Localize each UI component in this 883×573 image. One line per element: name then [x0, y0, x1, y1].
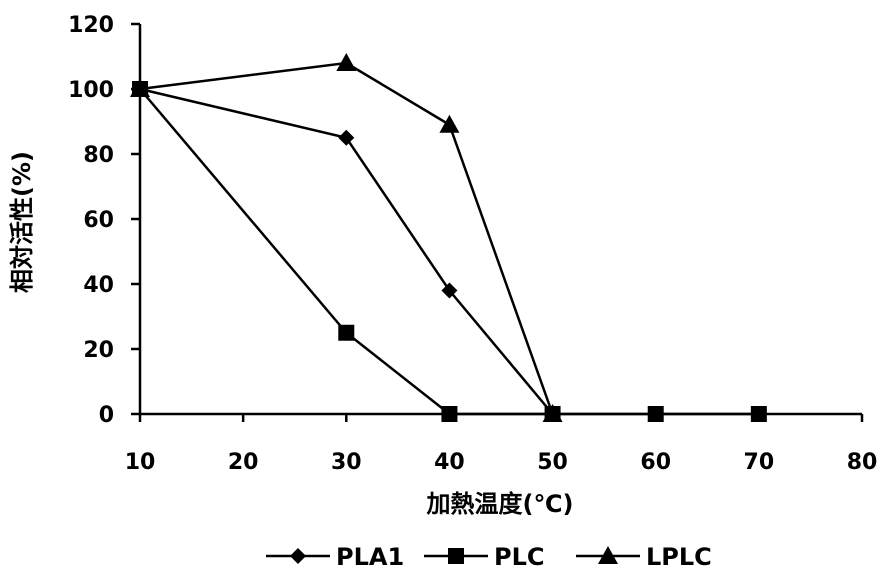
- series-lplc: [130, 53, 563, 422]
- series-line-pla1: [139, 87, 554, 415]
- y-ticks: 0 20 40 60 80 100 120: [68, 13, 140, 428]
- legend-label: LPLC: [646, 543, 712, 571]
- data-point-lplc: [336, 53, 357, 71]
- data-point-plc: [441, 406, 458, 422]
- x-tick-label: 30: [331, 450, 362, 475]
- legend-marker: [290, 548, 306, 564]
- series-layer: [130, 53, 767, 422]
- data-point-plc: [338, 324, 355, 341]
- data-point-plc: [647, 406, 664, 422]
- x-tick-label: 70: [744, 450, 775, 475]
- y-tick-label: 80: [83, 143, 114, 168]
- y-tick-label: 100: [68, 78, 114, 103]
- x-tick-label: 80: [847, 450, 878, 475]
- legend-label: PLC: [494, 543, 545, 571]
- series-pla1: [132, 81, 561, 422]
- x-tick-label: 10: [125, 450, 156, 475]
- legend-marker: [448, 548, 464, 564]
- x-tick-label: 40: [434, 450, 465, 475]
- data-point-lplc: [130, 79, 150, 97]
- legend-marker: [598, 546, 618, 564]
- x-tick-label: 50: [537, 450, 568, 475]
- x-tick-label: 20: [228, 450, 259, 475]
- y-axis-title: 相対活性(%): [8, 151, 36, 293]
- x-axis-title: 加熱温度(℃): [427, 490, 574, 518]
- legend-label: PLA1: [336, 543, 404, 571]
- y-tick-label: 60: [83, 208, 114, 233]
- data-point-plc: [750, 406, 767, 422]
- y-tick-label: 0: [99, 403, 114, 428]
- legend-item-plc: PLC: [424, 543, 545, 571]
- legend-item-pla1: PLA1: [266, 543, 404, 571]
- data-point-lplc: [439, 114, 460, 133]
- data-point-pla1: [338, 129, 355, 146]
- y-tick-label: 120: [68, 13, 114, 38]
- legend-item-lplc: LPLC: [576, 543, 712, 571]
- data-point-pla1: [441, 282, 458, 299]
- x-tick-label: 60: [640, 450, 671, 475]
- series-line-plc: [139, 88, 759, 416]
- y-tick-label: 40: [83, 273, 114, 298]
- y-tick-label: 20: [83, 338, 114, 363]
- legend: PLA1 PLC LPLC: [266, 543, 712, 571]
- series-line-lplc: [139, 61, 554, 415]
- axes: [138, 24, 862, 416]
- data-point-lplc: [542, 404, 563, 422]
- x-ticks: 10 20 30 40 50 60 70 80: [125, 414, 878, 475]
